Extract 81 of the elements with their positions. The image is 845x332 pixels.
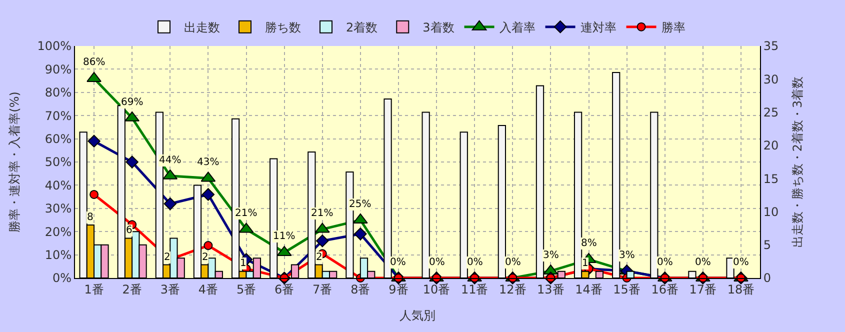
x-tick-label: 16番 [651,282,678,296]
y-tick-label: 10% [44,248,72,262]
y2-tick-label: 10 [763,204,779,219]
x-tick-label: 14番 [575,282,602,296]
legend-label: 出走数 [184,20,220,35]
data-label: 0% [505,257,521,268]
y-tick-label: 20% [44,224,72,239]
x-tick-label: 12番 [499,282,526,296]
point [86,72,102,82]
y-tick-label: 60% [44,132,72,146]
y2-tick-label: 15 [763,172,779,186]
data-label: 86% [83,57,106,68]
y-tick-label: 70% [44,108,72,123]
x-tick-label: 9番 [388,282,408,296]
y2-tick-label: 0 [763,271,772,286]
data-label: 3% [543,250,559,261]
legend-label: 3着数 [422,20,454,35]
point [126,156,138,168]
y-tick-label: 0% [52,271,72,286]
data-label: 8 [87,212,94,223]
x-tick-label: 4番 [198,282,218,296]
data-label: 6 [126,225,132,236]
data-label: 0% [467,257,483,268]
x-tick-label: 3番 [160,282,180,296]
data-label: 2 [164,252,170,263]
data-label: 25% [349,199,372,210]
legend-label: 勝率 [661,20,686,35]
y-tick-label: 50% [44,155,72,170]
y2-axis-title: 出走数・勝ち数・2着数・3着数 [790,76,805,248]
x-tick-label: 8番 [350,282,370,296]
data-label: 0% [429,257,445,268]
data-label: 11% [273,231,296,242]
x-tick-label: 2番 [122,282,142,296]
x-tick-label: 11番 [460,282,488,296]
data-label: 0% [733,257,749,268]
x-tick-label: 6番 [274,282,294,296]
data-label: 1 [240,258,246,269]
y-tick-label: 80% [44,86,72,100]
x-tick-label: 5番 [236,282,256,296]
data-label: 2 [316,252,322,263]
data-label: 3% [619,250,635,261]
data-label: 21% [235,208,258,219]
point [354,228,367,240]
x-tick-label: 13番 [537,282,564,296]
y-tick-label: 90% [44,62,72,76]
y-axis-title: 勝率・連対率・入着率(%) [8,92,22,232]
data-label: 0% [390,257,406,268]
y2-tick-label: 30 [763,72,779,86]
point [316,234,329,248]
point [90,190,99,199]
point [202,188,215,201]
y-tick-label: 100% [37,39,72,54]
legend-label: 勝ち数 [265,20,301,35]
point [164,197,176,210]
y-tick-label: 30% [44,202,72,216]
data-label: 8% [581,238,597,249]
data-label: 2 [202,252,208,263]
x-tick-label: 15番 [613,282,640,296]
data-label: 69% [121,97,144,108]
x-tick-label: 1番 [84,282,104,296]
legend-label: 入着率 [499,20,536,35]
y2-tick-label: 20 [763,138,779,153]
y-tick-label: 40% [44,178,72,192]
x-tick-label: 18番 [727,282,755,296]
point [88,134,100,148]
data-label: 21% [311,208,334,219]
x-tick-label: 17番 [689,282,717,296]
legend-label: 2着数 [346,20,378,35]
x-tick-label: 7番 [312,282,332,296]
data-label: 0% [657,257,673,268]
data-label: 44% [159,155,182,166]
y2-tick-label: 25 [763,105,779,120]
y2-tick-label: 5 [763,238,772,252]
data-label: 0% [695,257,711,268]
x-tick-label: 10番 [422,282,450,296]
data-label: 43% [197,157,220,168]
point [204,241,213,250]
x-axis-title: 人気別 [400,308,436,322]
data-label: 1 [582,258,588,269]
legend-label: 連対率 [580,20,616,35]
y2-tick-label: 35 [763,39,779,54]
